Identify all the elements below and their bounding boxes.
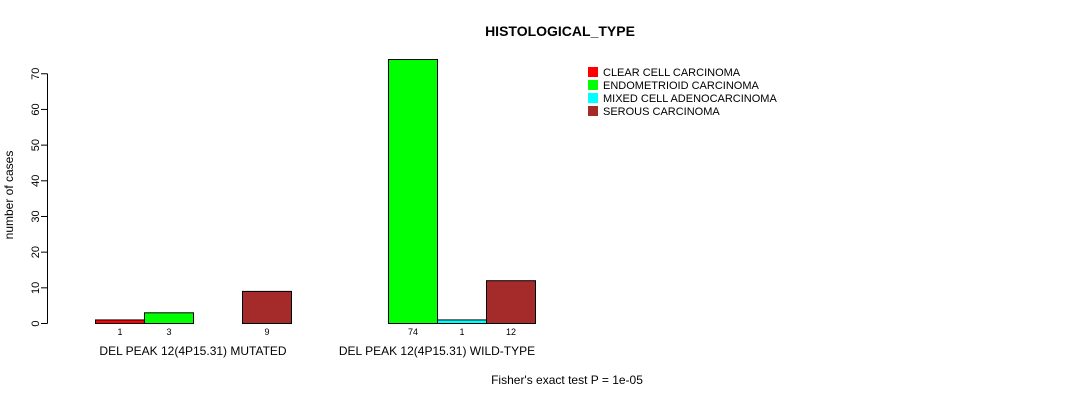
bar-value-label: 1	[459, 327, 464, 337]
legend-swatch	[588, 93, 598, 103]
legend-label: MIXED CELL ADENOCARCINOMA	[603, 93, 777, 105]
y-tick-label: 0	[30, 320, 42, 326]
y-tick-label: 20	[30, 246, 42, 258]
category-label: DEL PEAK 12(4P15.31) WILD-TYPE	[339, 344, 535, 358]
bar	[388, 59, 438, 324]
bar-value-label: 3	[166, 327, 171, 337]
fisher-test-note: Fisher's exact test P = 1e-05	[491, 373, 643, 387]
y-tick-label: 70	[30, 68, 42, 80]
bars-group	[95, 59, 536, 325]
bar-value-label: 1	[117, 327, 122, 337]
category-labels: DEL PEAK 12(4P15.31) MUTATED DEL PEAK 12(…	[99, 344, 535, 358]
bar	[144, 312, 194, 325]
y-tick-label: 30	[30, 210, 42, 222]
bar	[486, 280, 536, 324]
bar-value-label: 12	[506, 327, 516, 337]
bar	[437, 319, 487, 325]
bar-value-label: 74	[408, 327, 418, 337]
bar-value-label: 9	[264, 327, 269, 337]
legend-label: CLEAR CELL CARCINOMA	[603, 67, 741, 79]
legend-label: ENDOMETRIOID CARCINOMA	[603, 80, 760, 92]
chart-title: HISTOLOGICAL_TYPE	[485, 23, 635, 39]
y-tick-label: 60	[30, 103, 42, 115]
bar	[242, 290, 292, 325]
y-tick-label: 50	[30, 139, 42, 151]
y-axis: 0 10 20 30 40 50 60 70	[30, 68, 48, 327]
y-axis-label: number of cases	[2, 151, 16, 240]
category-label: DEL PEAK 12(4P15.31) MUTATED	[99, 344, 287, 358]
bar-value-labels: 1 3 9 74 1 12	[117, 327, 516, 337]
legend-swatch	[588, 67, 598, 77]
legend-swatch	[588, 106, 598, 116]
y-tick-label: 40	[30, 175, 42, 187]
legend-label: SEROUS CARCINOMA	[603, 106, 720, 118]
y-tick-label: 10	[30, 282, 42, 294]
bar	[95, 319, 145, 325]
legend-swatch	[588, 80, 598, 90]
